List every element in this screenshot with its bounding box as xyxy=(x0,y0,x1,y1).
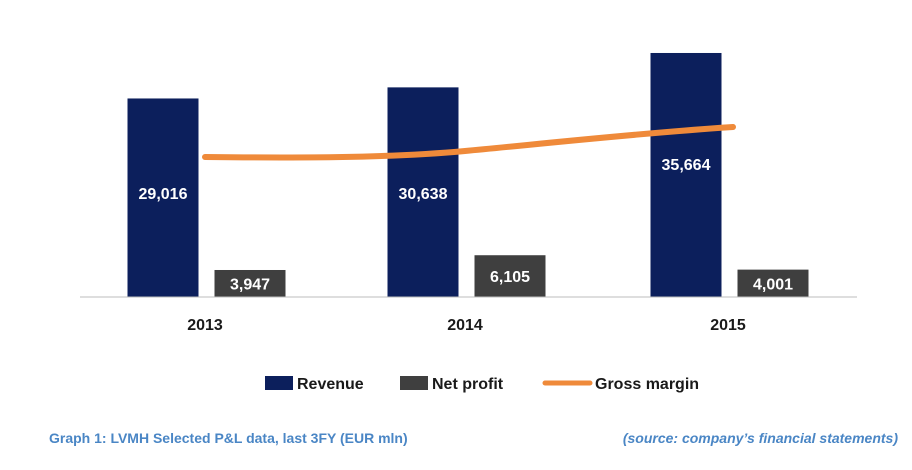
x-tick-2013: 2013 xyxy=(187,317,223,334)
x-tick-labels: 2013 2014 2015 xyxy=(187,317,746,334)
gross-margin-line xyxy=(202,124,736,161)
bar-net-profit-2014 xyxy=(474,255,546,297)
legend-swatch-revenue xyxy=(265,376,293,390)
figure-caption: Graph 1: LVMH Selected P&L data, last 3F… xyxy=(49,430,408,446)
legend-label-net-profit: Net profit xyxy=(432,376,504,393)
bar-net-profit-2015 xyxy=(737,269,809,297)
x-tick-2015: 2015 xyxy=(710,317,746,334)
legend: Revenue Net profit Gross margin xyxy=(265,376,699,393)
source-note: (source: company’s financial statements) xyxy=(622,430,898,446)
data-label-net-profit-2014: 6,105 xyxy=(490,269,530,286)
data-label-revenue-2014: 30,638 xyxy=(399,186,448,203)
data-label-net-profit-2013: 3,947 xyxy=(230,276,270,293)
bar-revenue-2013 xyxy=(127,98,199,297)
x-tick-2014: 2014 xyxy=(447,317,483,334)
data-label-revenue-2015: 35,664 xyxy=(662,157,711,174)
bar-revenue-2014 xyxy=(387,87,459,297)
bar-revenue-2015 xyxy=(650,52,722,298)
data-label-revenue-2013: 29,016 xyxy=(139,186,188,203)
data-label-net-profit-2015: 4,001 xyxy=(753,276,793,293)
legend-label-gross-margin: Gross margin xyxy=(595,376,699,393)
bars: 29,016 3,947 30,638 6,105 35,664 4,001 xyxy=(127,52,809,298)
bar-net-profit-2013 xyxy=(214,269,286,297)
legend-label-revenue: Revenue xyxy=(297,376,364,393)
legend-swatch-net-profit xyxy=(400,376,428,390)
